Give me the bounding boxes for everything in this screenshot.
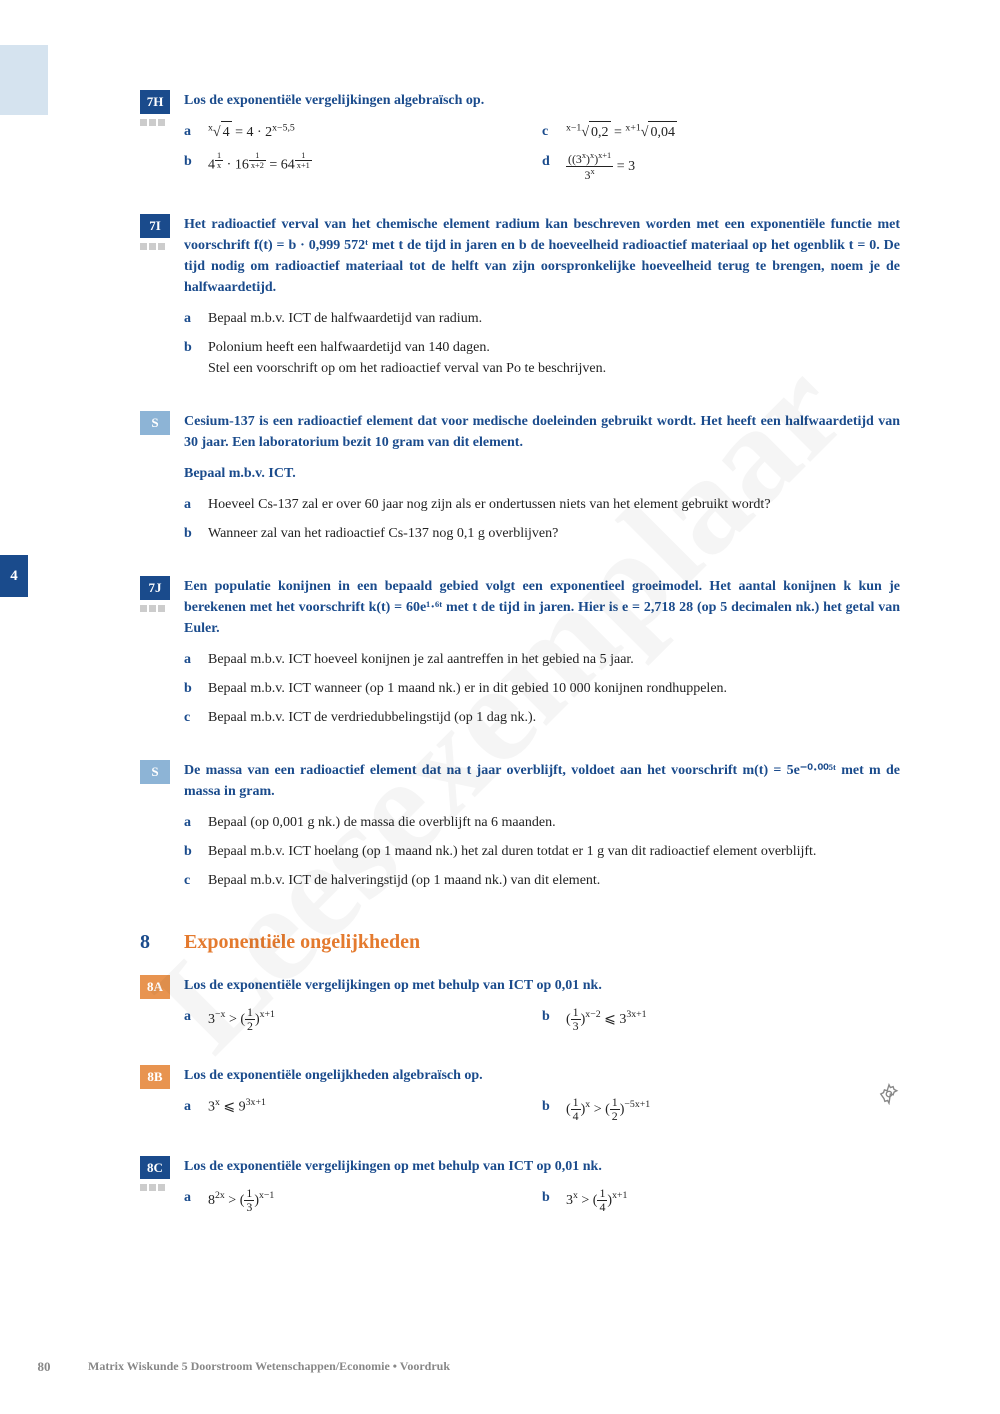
equation-b: 3x > (14)x+1: [566, 1187, 627, 1214]
exercise-label: 8B: [140, 1065, 170, 1089]
exercise-marker: 8A: [140, 975, 184, 1041]
equation-b: (14)x > (12)−5x+1: [566, 1096, 650, 1123]
exercise-label: 7J: [140, 576, 170, 600]
item-label-a: a: [184, 1006, 208, 1033]
difficulty-indicator: [140, 605, 184, 612]
item-label-a: a: [184, 812, 208, 833]
item-label-b: b: [542, 1096, 566, 1123]
item-label-a: a: [184, 308, 208, 329]
item-text-b: Bepaal m.b.v. ICT hoelang (op 1 maand nk…: [208, 841, 900, 862]
item-text-b: Wanneer zal van het radioactief Cs-137 n…: [208, 523, 900, 544]
item-label-d: d: [542, 151, 566, 182]
section-number: 8: [140, 927, 184, 957]
item-text-c: Bepaal m.b.v. ICT de verdriedubbelingsti…: [208, 707, 900, 728]
item-label-c: c: [542, 121, 566, 143]
exercise-marker: 7J: [140, 576, 184, 736]
equation-d: ((3x)x)x+13x = 3: [566, 151, 635, 182]
item-label-b: b: [184, 678, 208, 699]
item-label-b: b: [184, 841, 208, 862]
exercise-title: Een populatie konijnen in een bepaald ge…: [184, 576, 900, 639]
exercise-title: Los de exponentiële vergelijkingen op me…: [184, 1156, 900, 1177]
exercise-7H: 7H Los de exponentiële vergelijkingen al…: [140, 90, 900, 190]
exercise-label: 8C: [140, 1156, 170, 1180]
exercise-title-2: Bepaal m.b.v. ICT.: [184, 463, 900, 484]
exercise-title: Cesium-137 is een radioactief element da…: [184, 411, 900, 453]
item-label-b: b: [184, 523, 208, 544]
equation-a: 3x ⩽ 93x+1: [208, 1096, 266, 1123]
equation-a: x√4 = 4 · 2x−5,5: [208, 121, 295, 143]
item-label-a: a: [184, 1187, 208, 1214]
exercise-label: 8A: [140, 975, 170, 999]
exercise-marker: S: [140, 760, 184, 899]
item-label-b: b: [542, 1006, 566, 1033]
item-label-c: c: [184, 707, 208, 728]
item-label-a: a: [184, 1096, 208, 1123]
exercise-title: Los de exponentiële vergelijkingen algeb…: [184, 90, 900, 111]
item-label-a: a: [184, 494, 208, 515]
item-text-b: Bepaal m.b.v. ICT wanneer (op 1 maand nk…: [208, 678, 900, 699]
exercise-title: De massa van een radioactief element dat…: [184, 760, 900, 802]
exercise-S1: S Cesium-137 is een radioactief element …: [140, 411, 900, 552]
exercise-title: Los de exponentiële ongelijkheden algebr…: [184, 1065, 900, 1086]
exercise-marker: 7I: [140, 214, 184, 387]
exercise-marker: 8C: [140, 1156, 184, 1222]
item-text-a: Bepaal m.b.v. ICT hoeveel konijnen je za…: [208, 649, 900, 670]
gear-icon: [878, 1083, 900, 1105]
item-text-a: Bepaal (op 0,001 g nk.) de massa die ove…: [208, 812, 900, 833]
item-text-a: Hoeveel Cs-137 zal er over 60 jaar nog z…: [208, 494, 900, 515]
exercise-label: S: [140, 411, 170, 435]
exercise-label: 7H: [140, 90, 170, 114]
item-text-c: Bepaal m.b.v. ICT de halveringstijd (op …: [208, 870, 900, 891]
exercise-8A: 8A Los de exponentiële vergelijkingen op…: [140, 975, 900, 1041]
equation-a: 3−x > (12)x+1: [208, 1006, 275, 1033]
page-number: 80: [0, 1357, 88, 1377]
equation-a: 82x > (13)x−1: [208, 1187, 274, 1214]
item-label-a: a: [184, 121, 208, 143]
item-text-b1: Polonium heeft een halfwaardetijd van 14…: [208, 337, 900, 358]
exercise-marker: 8B: [140, 1065, 184, 1131]
chapter-tab: 4: [0, 555, 28, 597]
item-text-b2: Stel een voorschrift op om het radioacti…: [208, 358, 900, 379]
exercise-marker: S: [140, 411, 184, 552]
page-footer: 80 Matrix Wiskunde 5 Doorstroom Wetensch…: [0, 1357, 450, 1377]
section-title: Exponentiële ongelijkheden: [184, 927, 420, 957]
exercise-title: Los de exponentiële vergelijkingen op me…: [184, 975, 900, 996]
page: 4 Leesexemplaar 7H Los de exponentiële v…: [0, 0, 1000, 1414]
section-heading: 8 Exponentiële ongelijkheden: [140, 927, 900, 957]
footer-text: Matrix Wiskunde 5 Doorstroom Wetenschapp…: [88, 1357, 450, 1375]
exercise-7J: 7J Een populatie konijnen in een bepaald…: [140, 576, 900, 736]
item-label-b: b: [542, 1187, 566, 1214]
equation-b: (13)x−2 ⩽ 33x+1: [566, 1006, 647, 1033]
margin-decoration: [0, 45, 48, 115]
exercise-S2: S De massa van een radioactief element d…: [140, 760, 900, 899]
exercise-7I: 7I Het radioactief verval van het chemis…: [140, 214, 900, 387]
exercise-8C: 8C Los de exponentiële vergelijkingen op…: [140, 1156, 900, 1222]
exercise-marker: 7H: [140, 90, 184, 190]
exercise-label: 7I: [140, 214, 170, 238]
item-label-b: b: [184, 337, 208, 379]
exercise-8B: 8B Los de exponentiële ongelijkheden alg…: [140, 1065, 900, 1131]
difficulty-indicator: [140, 1184, 184, 1191]
exercise-title: Het radioactief verval van het chemische…: [184, 214, 900, 298]
difficulty-indicator: [140, 119, 184, 126]
difficulty-indicator: [140, 243, 184, 250]
item-label-a: a: [184, 649, 208, 670]
item-label-b: b: [184, 151, 208, 182]
item-text-a: Bepaal m.b.v. ICT de halfwaardetijd van …: [208, 308, 900, 329]
exercise-label: S: [140, 760, 170, 784]
item-label-c: c: [184, 870, 208, 891]
equation-c: x−1√0,2 = x+1√0,04: [566, 121, 677, 143]
equation-b: 41x · 161x+2 = 641x+1: [208, 151, 312, 182]
